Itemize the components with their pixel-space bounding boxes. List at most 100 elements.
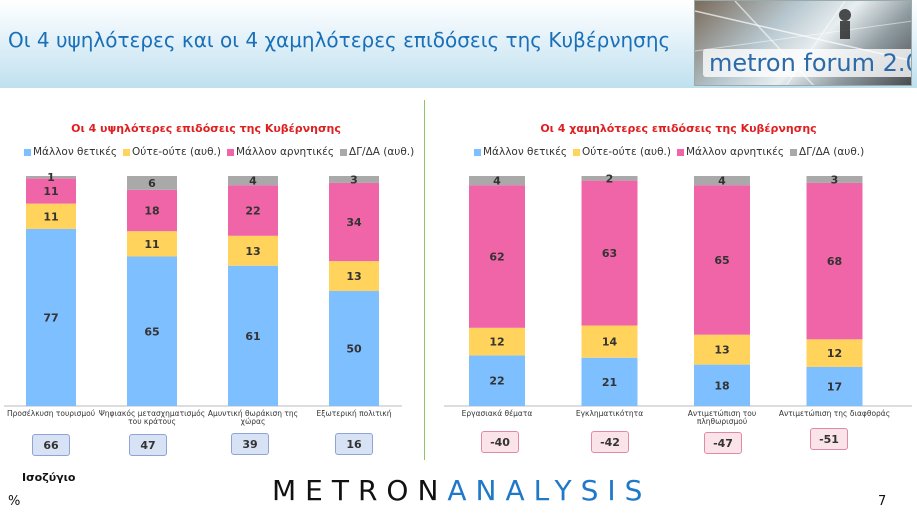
- category-label: χώρας: [241, 417, 266, 426]
- bar-segment: [26, 176, 76, 179]
- data-label: 65: [714, 254, 729, 267]
- balance-box: -47: [704, 432, 742, 454]
- bar-segment: [694, 185, 750, 335]
- footer-brand: METRONANALYSIS: [272, 474, 651, 507]
- bar-segment: [329, 291, 379, 406]
- bar-segment: [329, 261, 379, 291]
- category-label: Εγκληματικότητα: [576, 409, 643, 418]
- legend-item-neutral: Ούτε-ούτε (αυθ.): [573, 146, 671, 158]
- bar-segment: [694, 334, 750, 365]
- data-label: 11: [43, 210, 58, 223]
- balance-box: 47: [129, 434, 167, 456]
- logo: metron forum 2.0: [694, 0, 912, 86]
- legend-swatch: [226, 148, 234, 156]
- bar-segment: [127, 231, 177, 257]
- legend-label: Μάλλον αρνητικές: [235, 146, 335, 158]
- bar-segment: [228, 185, 278, 236]
- balance-box: -51: [810, 428, 848, 450]
- legend-swatch: [123, 148, 131, 156]
- balance-box: -40: [481, 431, 519, 453]
- legend-swatch: [340, 148, 348, 156]
- data-label: 65: [144, 325, 159, 338]
- category-label: Εξωτερική πολιτική: [317, 409, 392, 418]
- legend-label: ΔΓ/ΔΑ (αυθ.): [349, 146, 415, 158]
- legend-swatch: [790, 148, 798, 156]
- bar-segment: [228, 176, 278, 186]
- legend-label: ΔΓ/ΔΑ (αυθ.): [799, 146, 865, 158]
- legend-item-positive: Μάλλον θετικές: [24, 146, 117, 158]
- legend-item-neutral: Ούτε-ούτε (αυθ.): [123, 146, 221, 158]
- category-label: Αντιμετώπιση της διαφθοράς: [779, 409, 890, 418]
- data-label: 11: [144, 238, 159, 251]
- data-label: 14: [602, 336, 618, 349]
- data-label: 22: [489, 375, 504, 388]
- category-label: πληθωρισμού: [697, 417, 747, 426]
- category-label: Ψηφιακός μετασχηματισμός: [99, 409, 205, 418]
- data-label: 11: [43, 185, 58, 198]
- bar-segment: [469, 327, 525, 356]
- balance-box: 39: [231, 433, 269, 455]
- data-label: 12: [489, 336, 504, 349]
- bar-segment: [127, 256, 177, 406]
- bar-segment: [581, 325, 638, 358]
- data-label: 6: [148, 177, 156, 190]
- data-label: 4: [718, 175, 726, 188]
- legend-item-dk: ΔΓ/ΔΑ (αυθ.): [340, 146, 414, 158]
- bar-segment: [694, 364, 750, 406]
- data-label: 21: [602, 376, 617, 389]
- data-label: 13: [714, 344, 729, 357]
- legend-bottom: Μάλλον θετικές Ούτε-ούτε (αυθ.) Μάλλον α…: [474, 146, 864, 158]
- category-label: Αμυντική θωράκιση της: [208, 409, 298, 418]
- legend-item-negative: Μάλλον αρνητικές: [226, 146, 335, 158]
- bar-segment: [581, 357, 638, 406]
- balance-box: -42: [591, 431, 629, 453]
- legend-swatch: [24, 148, 31, 156]
- legend-label: Μάλλον αρνητικές: [685, 146, 785, 158]
- page-number: 7: [878, 494, 887, 509]
- header-banner: Οι 4 υψηλότερες και οι 4 χαμηλότερες επι…: [0, 0, 917, 88]
- category-label: Εργασιακά θέματα: [462, 409, 533, 418]
- bar-segment: [469, 355, 525, 406]
- legend-label: Μάλλον θετικές: [33, 146, 118, 158]
- data-label: 17: [827, 380, 842, 393]
- legend-swatch: [573, 148, 581, 156]
- legend-label: Ούτε-ούτε (αυθ.): [582, 146, 671, 158]
- data-label: 68: [827, 255, 842, 268]
- bar-segment: [806, 366, 863, 406]
- data-label: 63: [602, 247, 617, 260]
- bar-segment: [329, 176, 379, 183]
- category-label: Προσέλκυση τουρισμού: [7, 409, 95, 418]
- data-label: 2: [606, 172, 614, 185]
- bar-segment: [127, 176, 177, 190]
- data-label: 22: [245, 205, 260, 218]
- bar-segment: [581, 176, 638, 181]
- bar-segment: [127, 189, 177, 232]
- bar-segment: [469, 185, 525, 328]
- balance-label: Ισοζύγιο: [22, 471, 76, 484]
- legend-top: Μάλλον θετικές Ούτε-ούτε (αυθ.) Μάλλον α…: [24, 146, 414, 158]
- bar-segment: [228, 235, 278, 266]
- bar-segment: [26, 203, 76, 229]
- bar-segment: [228, 265, 278, 406]
- data-label: 61: [245, 330, 260, 343]
- brand-part-a: METRON: [272, 474, 448, 507]
- bar-segment: [26, 178, 76, 204]
- data-label: 1: [47, 171, 55, 184]
- data-label: 18: [144, 205, 159, 218]
- bar-segment: [806, 176, 863, 183]
- legend-label: Μάλλον θετικές: [483, 146, 568, 158]
- data-label: 18: [714, 379, 729, 392]
- data-label: 77: [43, 311, 58, 324]
- page-title: Οι 4 υψηλότερες και οι 4 χαμηλότερες επι…: [8, 28, 671, 52]
- data-label: 3: [350, 173, 358, 186]
- balance-box: 16: [335, 433, 373, 455]
- percent-label: %: [8, 494, 21, 509]
- brand-part-b: ANALYSIS: [447, 474, 652, 507]
- bar-segment: [806, 182, 863, 340]
- data-label: 13: [245, 245, 260, 258]
- bar-segment: [329, 182, 379, 262]
- data-label: 4: [249, 175, 257, 188]
- legend-item-positive: Μάλλον θετικές: [474, 146, 567, 158]
- legend-item-negative: Μάλλον αρνητικές: [676, 146, 785, 158]
